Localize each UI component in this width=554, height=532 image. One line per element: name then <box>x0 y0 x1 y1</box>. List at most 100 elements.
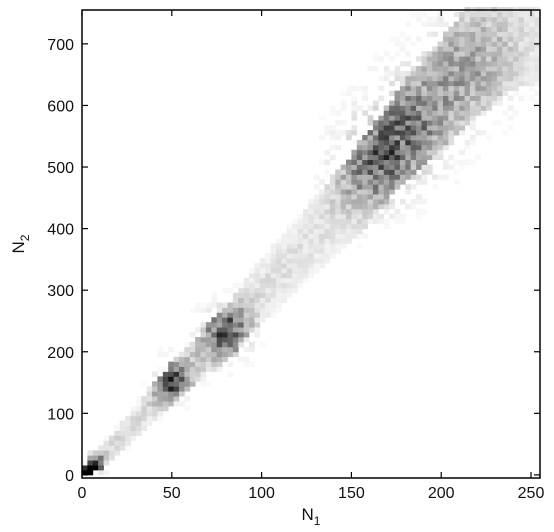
heatmap-cell <box>313 199 320 205</box>
heatmap-cell <box>469 115 476 121</box>
heatmap-cell <box>394 120 401 126</box>
heatmap-cell <box>108 455 115 461</box>
heatmap-cell <box>491 26 498 32</box>
heatmap-cell <box>416 105 422 111</box>
heatmap-cell <box>421 51 428 57</box>
heatmap-cell <box>507 11 514 18</box>
heatmap-cell <box>480 36 487 42</box>
heatmap-cell <box>216 327 223 333</box>
heatmap-cell <box>346 130 352 136</box>
heatmap-cell <box>275 297 282 303</box>
heatmap-cell <box>443 105 449 111</box>
heatmap-cell <box>227 351 234 358</box>
heatmap-cell <box>507 85 514 92</box>
heatmap-cell <box>302 253 309 259</box>
heatmap-cell <box>443 36 449 42</box>
heatmap-cell <box>200 361 207 367</box>
heatmap-cell <box>426 144 433 151</box>
heatmap-cell <box>211 356 218 363</box>
heatmap-cell <box>443 174 449 180</box>
heatmap-cell <box>502 51 509 57</box>
heatmap-cell <box>523 61 530 67</box>
heatmap-cell <box>486 56 492 62</box>
heatmap-cell <box>162 381 169 387</box>
heatmap-cell <box>211 317 218 323</box>
heatmap-cell <box>426 66 433 72</box>
heatmap-cell <box>453 90 460 96</box>
heatmap-cell <box>195 371 201 377</box>
heatmap-cell <box>437 100 444 106</box>
heatmap-cell <box>297 253 304 259</box>
heatmap-cell <box>421 120 428 126</box>
heatmap-cell <box>308 228 315 234</box>
heatmap-cell <box>518 80 525 87</box>
heatmap-cell <box>281 297 288 303</box>
heatmap-cell <box>270 258 277 264</box>
heatmap-cell <box>394 218 401 225</box>
heatmap-cell <box>168 381 174 387</box>
heatmap-cell <box>469 95 476 101</box>
heatmap-cell <box>486 95 492 101</box>
heatmap-cell <box>232 341 239 348</box>
heatmap-cell <box>437 75 444 82</box>
y-tick-label: 600 <box>47 98 74 115</box>
heatmap-cell <box>222 322 228 328</box>
heatmap-cell <box>292 258 298 264</box>
heatmap-cell <box>394 105 401 111</box>
heatmap-cell <box>162 351 169 358</box>
heatmap-cell <box>211 361 218 367</box>
heatmap-cell <box>394 75 401 82</box>
heatmap-cell <box>286 282 293 289</box>
heatmap-cell <box>464 90 471 96</box>
heatmap-cell <box>335 203 342 210</box>
heatmap-cell <box>426 154 433 161</box>
heatmap-cell <box>232 322 239 328</box>
heatmap-cell <box>157 376 164 382</box>
heatmap-cell <box>216 341 223 348</box>
heatmap-cell <box>383 159 390 165</box>
heatmap-cell <box>249 272 255 279</box>
heatmap-cell <box>432 125 439 131</box>
heatmap-cell <box>254 263 261 269</box>
heatmap-cell <box>448 115 455 121</box>
heatmap-cell <box>200 336 207 343</box>
heatmap-cell <box>335 248 342 254</box>
heatmap-cell <box>340 169 347 175</box>
heatmap-cell <box>443 115 449 121</box>
heatmap-cell <box>103 445 110 451</box>
heatmap-cell <box>98 460 104 466</box>
heatmap-cell <box>232 292 239 298</box>
heatmap-cell <box>135 410 142 417</box>
heatmap-cell <box>405 110 412 116</box>
heatmap-cell <box>399 105 406 111</box>
heatmap-cell <box>383 194 390 200</box>
heatmap-cell <box>416 154 422 161</box>
heatmap-cell <box>416 213 422 220</box>
heatmap-cell <box>281 282 288 289</box>
heatmap-cell <box>270 297 277 303</box>
heatmap-cell <box>507 75 514 82</box>
heatmap-cell <box>432 130 439 136</box>
heatmap-cell <box>502 70 509 77</box>
heatmap-cell <box>378 189 385 195</box>
heatmap-cell <box>346 85 352 92</box>
heatmap-cell <box>486 105 492 111</box>
heatmap-cell <box>216 312 223 318</box>
heatmap-cell <box>529 66 536 72</box>
heatmap-cell <box>346 238 352 244</box>
heatmap-cell <box>389 80 395 87</box>
heatmap-cell <box>286 223 293 230</box>
heatmap-cell <box>394 135 401 141</box>
heatmap-cell <box>356 130 363 136</box>
heatmap-cell <box>383 70 390 77</box>
heatmap-cell <box>152 405 158 412</box>
heatmap-cell <box>513 36 519 42</box>
heatmap-cell <box>372 194 379 200</box>
heatmap-cell <box>491 31 498 37</box>
heatmap-cell <box>178 401 185 407</box>
heatmap-cell <box>496 85 503 92</box>
heatmap-cell <box>453 100 460 106</box>
heatmap-cell <box>254 297 261 303</box>
heatmap-cell <box>459 21 465 28</box>
heatmap-cell <box>410 159 417 165</box>
